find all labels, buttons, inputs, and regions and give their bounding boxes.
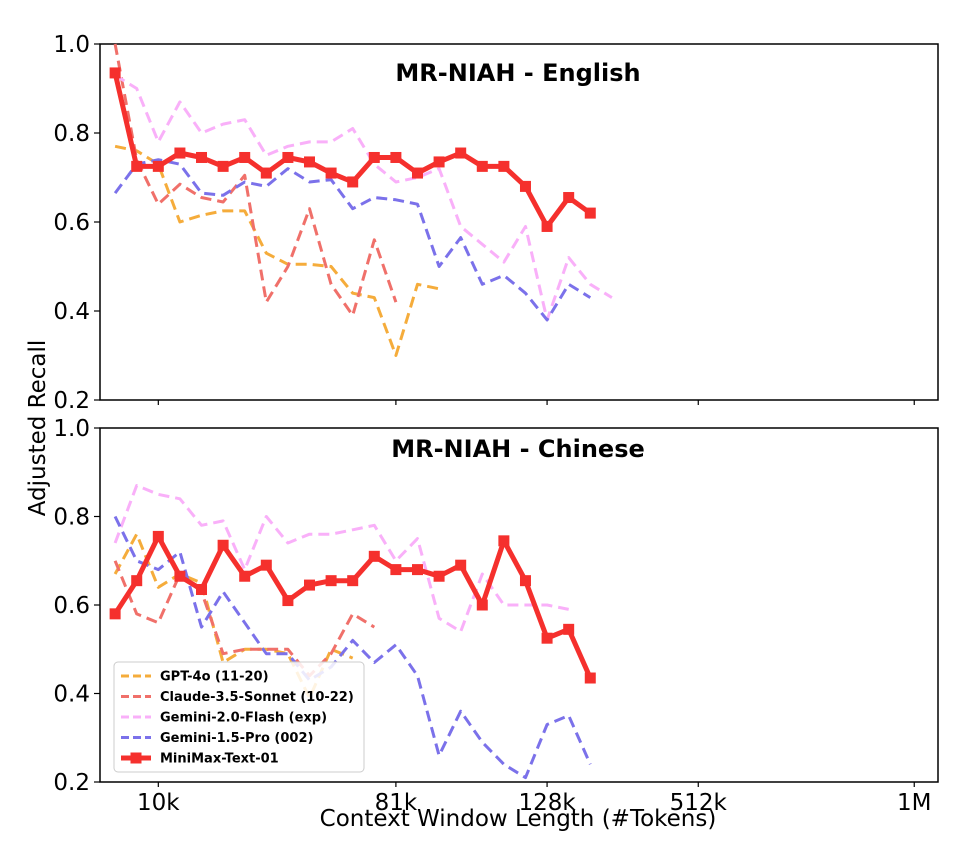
data-point-minimax-text-01-chinese	[196, 584, 208, 596]
data-point-minimax-text-01-chinese	[498, 535, 510, 547]
data-point-minimax-text-01-chinese	[109, 608, 121, 620]
data-point-minimax-text-01-english	[411, 167, 423, 179]
series-group-chinese	[109, 484, 596, 780]
series-line-claude-3-5-sonnet-10-22-chinese	[113, 560, 376, 678]
data-point-minimax-text-01-chinese	[304, 579, 315, 591]
data-point-minimax-text-01-english	[476, 160, 488, 172]
legend-marker	[130, 752, 142, 764]
plot-frame-english	[99, 43, 939, 401]
y-tick-label: 0.6	[53, 593, 90, 619]
data-point-minimax-text-01-english	[282, 151, 294, 163]
legend-label-gpt-4o-11-20: GPT-4o (11-20)	[160, 670, 269, 685]
y-tick-label: 0.4	[53, 299, 90, 325]
data-point-minimax-text-01-chinese	[217, 539, 229, 551]
data-point-minimax-text-01-english	[260, 167, 272, 179]
data-point-minimax-text-01-english	[152, 160, 164, 172]
data-point-minimax-text-01-chinese	[325, 575, 337, 587]
data-point-minimax-text-01-english	[109, 67, 121, 79]
data-point-minimax-text-01-chinese	[584, 672, 596, 684]
data-point-minimax-text-01-chinese	[152, 530, 164, 542]
y-tick-label: 0.4	[53, 682, 90, 708]
data-point-minimax-text-01-english	[584, 207, 596, 219]
data-point-minimax-text-01-chinese	[563, 623, 575, 635]
data-point-minimax-text-01-english	[455, 147, 467, 159]
panel-title-english: MR-NIAH - English	[395, 59, 640, 87]
data-point-minimax-text-01-chinese	[131, 575, 143, 587]
data-point-minimax-text-01-english	[131, 160, 143, 172]
legend-label-gemini-2-0-flash-exp: Gemini-2.0-Flash (exp)	[160, 711, 327, 726]
data-point-minimax-text-01-chinese	[519, 575, 531, 587]
data-point-minimax-text-01-english	[563, 192, 575, 204]
data-point-minimax-text-01-chinese	[455, 559, 467, 571]
data-point-minimax-text-01-chinese	[282, 595, 294, 607]
legend-label-gemini-1-5-pro-002: Gemini-1.5-Pro (002)	[160, 731, 313, 746]
y-ticks-chinese: 0.2 0.4 0.6 0.8 1.0	[53, 416, 100, 796]
legend-label-minimax-text-01: MiniMax-Text-01	[160, 752, 279, 767]
data-point-minimax-text-01-english	[217, 160, 229, 172]
data-point-minimax-text-01-english	[541, 220, 553, 232]
panel-title-chinese: MR-NIAH - Chinese	[391, 435, 645, 463]
x-ticks-english	[157, 400, 915, 405]
data-point-minimax-text-01-chinese	[476, 599, 488, 611]
y-tick-label: 0.8	[53, 121, 90, 147]
x-tick-label: 512k	[670, 790, 728, 816]
data-point-minimax-text-01-chinese	[541, 632, 553, 644]
y-tick-label: 0.8	[53, 505, 90, 531]
x-axis-title: Context Window Length (#Tokens)	[320, 806, 717, 832]
series-line-claude-3-5-sonnet-10-22-english	[113, 43, 398, 317]
data-point-minimax-text-01-english	[304, 156, 315, 168]
data-point-minimax-text-01-english	[347, 176, 359, 188]
data-point-minimax-text-01-english	[390, 151, 402, 163]
series-line-gemini-1-5-pro-002-english	[113, 158, 592, 322]
series-group-english	[109, 43, 613, 357]
data-point-minimax-text-01-chinese	[390, 564, 402, 576]
series-line-gpt-4o-11-20-english	[114, 144, 440, 357]
x-tick-label: 10k	[137, 790, 180, 816]
data-point-minimax-text-01-english	[174, 147, 186, 159]
legend: GPT-4o (11-20) Claude-3.5-Sonnet (10-22) G…	[113, 661, 365, 773]
y-tick-label: 1.0	[53, 32, 90, 58]
data-point-minimax-text-01-chinese	[239, 570, 251, 582]
series-line-gemini-1-5-pro-002-chinese	[113, 515, 592, 780]
panel-english: 0.2 0.4 0.6 0.8 1.0 MR-NIAH - English	[53, 32, 939, 414]
data-point-minimax-text-01-chinese	[347, 575, 359, 587]
data-point-minimax-text-01-chinese	[174, 570, 186, 582]
data-point-minimax-text-01-english	[498, 160, 510, 172]
data-point-minimax-text-01-chinese	[260, 559, 272, 571]
data-point-minimax-text-01-chinese	[433, 570, 445, 582]
x-tick-label: 1M	[897, 790, 931, 816]
data-point-minimax-text-01-english	[196, 151, 208, 163]
x-ticks-chinese: 10k 81k 128k 512k 1M	[137, 782, 931, 816]
y-tick-label: 1.0	[53, 416, 90, 442]
data-point-minimax-text-01-english	[519, 180, 531, 192]
legend-entries: GPT-4o (11-20) Claude-3.5-Sonnet (10-22) G…	[121, 670, 354, 767]
y-tick-label: 0.2	[53, 388, 90, 414]
data-point-minimax-text-01-chinese	[368, 550, 380, 562]
y-axis-title: Adjusted Recall	[25, 340, 51, 517]
series-line-gemini-2-0-flash-exp-english	[114, 73, 613, 322]
x-tick-label: 128k	[518, 790, 576, 816]
series-line-gemini-2-0-flash-exp-chinese	[113, 484, 569, 633]
y-tick-label: 0.2	[53, 770, 90, 796]
legend-label-claude-3-5-sonnet-10-22: Claude-3.5-Sonnet (10-22)	[160, 690, 354, 705]
data-point-minimax-text-01-english	[239, 151, 251, 163]
data-point-minimax-text-01-english	[368, 151, 380, 163]
data-point-minimax-text-01-english	[433, 156, 445, 168]
y-tick-label: 0.6	[53, 210, 90, 236]
data-point-minimax-text-01-chinese	[411, 564, 423, 576]
y-ticks-english: 0.2 0.4 0.6 0.8 1.0	[53, 32, 100, 414]
legend-box	[113, 661, 365, 773]
x-tick-label: 81k	[375, 790, 418, 816]
data-point-minimax-text-01-english	[325, 167, 337, 179]
